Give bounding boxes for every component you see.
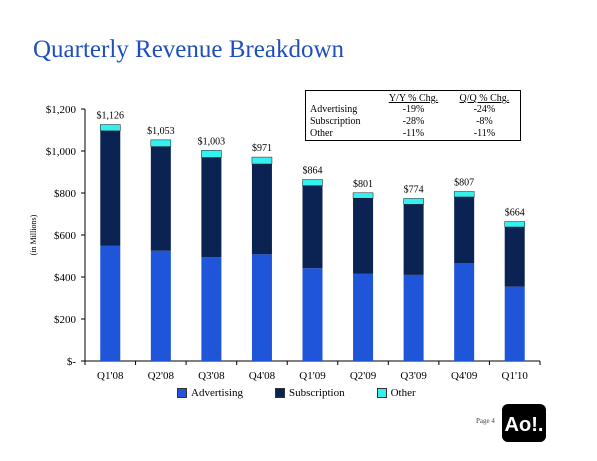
row-label: Subscription [310,116,361,127]
bars-group: $1,126 $1,053 $1,003 $971 $864 $801 $774 $807 $6… [97,111,525,361]
y-axis: $- $200 $400 $600 $800 $1,000 $1,200 [46,104,86,368]
bar-total-label: $807 [454,178,474,189]
bar-segment-other [302,179,323,186]
x-tick-label: Q3'08 [198,370,225,382]
bar-segment-other [251,156,273,165]
x-tick-label: Q4'09 [451,370,478,382]
bar-total-label: $664 [505,208,525,219]
bar-segment-advertising [201,257,222,361]
legend-label: Other [390,387,416,399]
legend: Advertising Subscription Other [177,387,416,399]
legend-label: Subscription [288,387,345,399]
x-tick-label: Q2'08 [148,370,175,382]
x-tick-label: Q1'08 [97,370,124,382]
bar-segment-subscription [504,227,525,287]
bar-segment-other [201,150,222,158]
bar-segment-subscription [454,196,475,264]
legend-item-advertising: Advertising [177,387,243,399]
row-label: Other [310,128,333,139]
x-tick-label: Q1'10 [502,370,529,382]
bar-segment-advertising [403,274,424,361]
bar-segment-subscription [353,198,374,274]
row-qq: -24% [473,104,496,115]
bar-total-label: $801 [353,179,373,190]
row-yy: -11% [402,128,425,139]
bar-segment-other [403,198,424,205]
legend-item-subscription: Subscription [274,387,345,399]
bar-segment-subscription [201,157,222,258]
bar-segment-advertising [353,273,374,361]
bar-segment-advertising [454,263,475,361]
bar-segment-advertising [251,254,272,361]
y-tick-label: $400 [54,272,77,284]
bar-segment-subscription [150,146,171,251]
header-yy: Y/Y % Chg. [388,93,439,104]
row-qq: -11% [473,128,496,139]
x-tick-label: Q2'09 [350,370,377,382]
table-row: Other -11% -11% [306,128,521,141]
change-table: Y/Y % Chg. Q/Q % Chg. Advertising -19% -… [305,90,521,141]
legend-item-other: Other [376,387,416,399]
row-yy: -19% [402,104,425,115]
bar-total-label: $1,126 [97,111,125,122]
bar-segment-advertising [302,268,323,361]
y-tick-label: $800 [54,188,77,200]
bar-total-label: $864 [303,166,323,177]
bar-segment-advertising [150,250,171,361]
table-row: Advertising -19% -24% [306,104,521,116]
legend-label: Advertising [191,387,243,399]
legend-swatch-subscription [274,388,285,398]
y-axis-label: (in Millions) [29,214,38,255]
bar-total-label: $971 [252,143,272,154]
x-tick-label: Q1'09 [299,370,326,382]
logo-background [502,404,546,442]
change-table-header: Y/Y % Chg. Q/Q % Chg. [306,91,521,105]
bar-total-label: $1,053 [147,126,175,137]
bar-segment-other [352,192,374,199]
bar-segment-advertising [504,286,525,361]
bar-segment-subscription [302,185,323,269]
x-tick-label: Q4'08 [249,370,276,382]
bar-segment-subscription [251,164,272,255]
bar-segment-subscription [403,204,424,275]
x-tick-label: Q3'09 [400,370,427,382]
legend-swatch-advertising [177,388,187,398]
y-tick-label: $1,200 [46,104,77,116]
bar-segment-subscription [100,130,121,246]
bar-total-label: $774 [404,184,424,195]
bar-segment-other [100,124,121,132]
row-label: Advertising [310,104,358,115]
bar-segment-other [453,191,475,198]
header-blank [306,91,379,105]
y-tick-label: $200 [54,314,77,326]
table-row: Subscription -28% -8% [306,116,521,128]
row-qq: -8% [476,116,493,127]
bar-total-label: $1,003 [198,136,226,147]
y-axis-label-group: (in Millions) [29,214,38,255]
aol-logo: Ao!. [502,404,546,442]
page-number: Page 4 [476,417,495,425]
logo-text: Ao!. [505,414,544,436]
bar-segment-other [504,221,525,228]
bar-segment-advertising [100,245,121,361]
header-qq: Q/Q % Chg. [459,93,510,104]
y-tick-label: $- [67,356,77,368]
page-title: Quarterly Revenue Breakdown [33,36,344,63]
x-axis: Q1'08 Q2'08 Q3'08 Q4'08 Q1'09 Q2'09 Q3'09 Q4'09… [84,360,541,382]
y-tick-label: $600 [54,230,77,242]
y-tick-label: $1,000 [46,146,77,158]
bar-segment-other [150,139,172,147]
legend-swatch-other [376,388,387,398]
row-yy: -28% [402,116,425,127]
